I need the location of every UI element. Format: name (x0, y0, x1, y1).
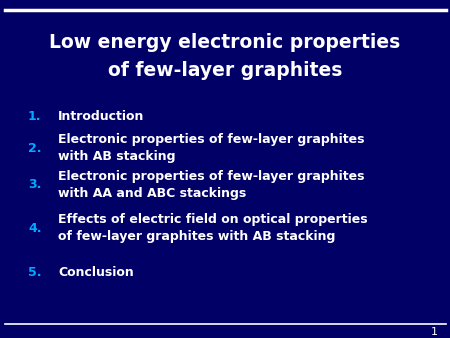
Text: Introduction: Introduction (58, 110, 144, 122)
Text: Low energy electronic properties: Low energy electronic properties (50, 33, 400, 52)
Text: 4.: 4. (28, 221, 41, 235)
Text: 2.: 2. (28, 142, 41, 154)
Text: Electronic properties of few-layer graphites
with AA and ABC stackings: Electronic properties of few-layer graph… (58, 170, 365, 200)
Text: 1.: 1. (28, 110, 41, 122)
Text: Electronic properties of few-layer graphites
with AB stacking: Electronic properties of few-layer graph… (58, 133, 365, 163)
Text: 3.: 3. (28, 178, 41, 192)
Text: Conclusion: Conclusion (58, 266, 134, 280)
Text: of few-layer graphites: of few-layer graphites (108, 61, 342, 79)
Text: Effects of electric field on optical properties
of few-layer graphites with AB s: Effects of electric field on optical pro… (58, 213, 368, 243)
Text: 5.: 5. (28, 266, 41, 280)
Text: 1: 1 (431, 327, 438, 337)
